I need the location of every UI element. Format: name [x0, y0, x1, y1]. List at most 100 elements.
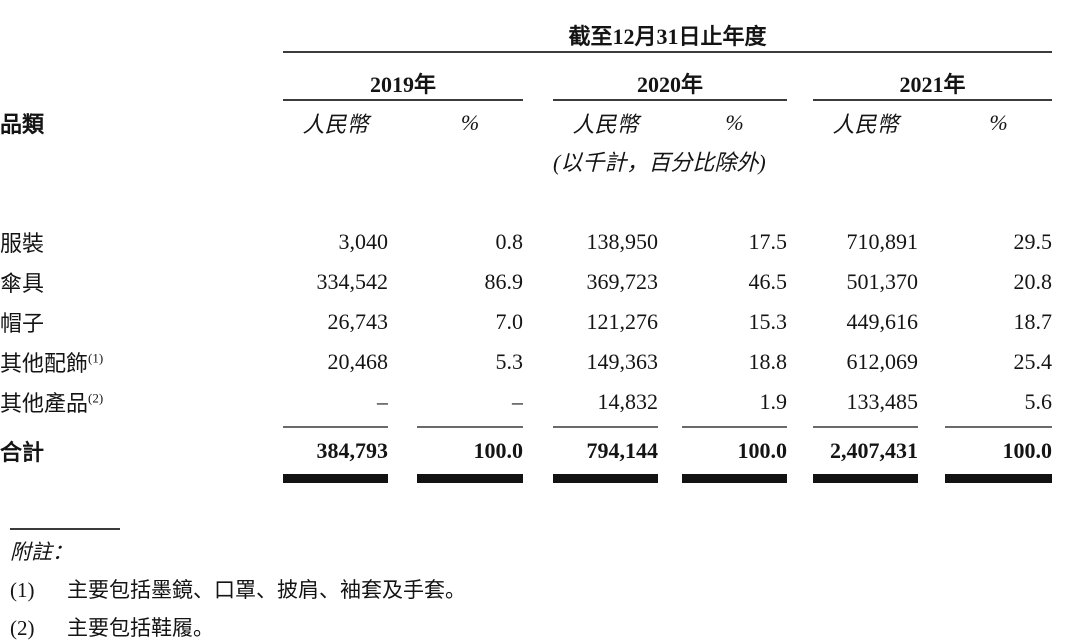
total-double-rule [945, 474, 1053, 483]
rule-cell [553, 472, 658, 490]
footnote-item: (2) 主要包括鞋履。 [10, 615, 1080, 641]
total-row-label: 合計 [0, 440, 45, 465]
gap-cell [523, 382, 553, 422]
year-header-2020: 2020年 [553, 52, 787, 101]
row-label-text: 服裝 [0, 231, 45, 256]
gap-cell [787, 422, 813, 430]
total-rmb-value-cell: 2,407,431 [830, 438, 918, 463]
table-row-other-products: 其他產品(2) – – 14,832 1.9 133,485 5.6 [0, 382, 1052, 422]
percent-column-header-2021: % [989, 110, 1008, 135]
rule-line [417, 426, 523, 428]
gap-cell [658, 302, 682, 342]
gap-cell [658, 382, 682, 422]
gap-cell [787, 262, 813, 302]
gap-cell [388, 342, 417, 382]
row-label-text: 帽子 [0, 311, 45, 336]
rmb-value-cell: 369,723 [586, 269, 659, 294]
row-label: 其他配飾(1) [0, 342, 283, 382]
unit-note-row: (以千計，百分比除外) [0, 145, 1052, 222]
rule-line [553, 426, 658, 428]
table-row-total: 合計 384,793 100.0 794,144 100.0 2,407,431… [0, 430, 1052, 472]
total-double-rule [283, 474, 388, 483]
table-row-other-accessories: 其他配飾(1) 20,468 5.3 149,363 18.8 612,069 … [0, 342, 1052, 382]
unit-note: (以千計，百分比除外) [553, 150, 766, 175]
footnotes-section: 附註： (1) 主要包括墨鏡、口罩、披肩、袖套及手套。 (2) 主要包括鞋履。 [10, 528, 1080, 641]
rule-cell [682, 422, 787, 430]
gap-cell [388, 422, 417, 430]
row-label: 其他產品(2) [0, 382, 283, 422]
row-label: 服裝 [0, 222, 283, 262]
gap-cell [918, 430, 945, 472]
gap-cell [918, 382, 945, 422]
row-label-text: 傘具 [0, 271, 45, 296]
table-row-umbrellas: 傘具 334,542 86.9 369,723 46.5 501,370 20.… [0, 262, 1052, 302]
gap-cell [0, 145, 283, 222]
total-rmb-value-cell: 384,793 [316, 438, 389, 463]
pct-value-cell: 18.8 [748, 349, 788, 374]
total-double-rule [417, 474, 523, 483]
gap-cell [0, 472, 283, 490]
gap-cell [523, 222, 553, 262]
rule-cell [283, 472, 388, 490]
gap-cell [918, 222, 945, 262]
pct-value-cell: 0.8 [495, 229, 524, 254]
gap-cell [787, 100, 813, 145]
gap-cell [0, 422, 283, 430]
gap-cell [388, 100, 417, 145]
gap-cell [283, 145, 553, 222]
gap-cell [0, 0, 283, 52]
gap-cell [658, 430, 682, 472]
pct-value-cell: 5.3 [495, 349, 524, 374]
rmb-value-cell: 14,832 [597, 389, 659, 414]
pct-value-cell: 17.5 [748, 229, 788, 254]
rmb-value-cell: 121,276 [586, 309, 659, 334]
rmb-value-cell: 133,485 [846, 389, 919, 414]
rule-cell [283, 422, 388, 430]
total-double-rule-row [0, 472, 1053, 490]
percent-column-header-2020: % [725, 110, 744, 135]
rmb-column-header-2021: 人民幣 [832, 112, 899, 137]
gap-cell [658, 100, 682, 145]
gap-cell [388, 382, 417, 422]
rule-cell [945, 422, 1053, 430]
footnote-text: 主要包括墨鏡、口罩、披肩、袖套及手套。 [67, 578, 466, 602]
rule-cell [417, 472, 523, 490]
rmb-column-header-2020: 人民幣 [572, 112, 639, 137]
column-subheader-row: 品類 人民幣 % 人民幣 % 人民幣 % [0, 100, 1052, 145]
row-label: 帽子 [0, 302, 283, 342]
rmb-value-cell: 710,891 [846, 229, 919, 254]
year-header-2021: 2021年 [813, 52, 1053, 101]
pct-value-cell: 5.6 [1024, 389, 1053, 414]
gap-cell [658, 472, 682, 490]
pct-value-cell: 15.3 [748, 309, 788, 334]
footnote-ref: (2) [88, 390, 104, 406]
gap-cell [523, 262, 553, 302]
gap-cell [658, 262, 682, 302]
gap-cell [658, 422, 682, 430]
rmb-value-cell: – [377, 389, 388, 414]
rmb-value-cell: 334,542 [316, 269, 389, 294]
gap-cell [523, 100, 553, 145]
rmb-value-cell: 449,616 [846, 309, 919, 334]
rmb-value-cell: 3,040 [338, 229, 389, 254]
gap-cell [523, 422, 553, 430]
gap-cell [918, 262, 945, 302]
rule-line [283, 426, 388, 428]
total-pct-value-cell: 100.0 [1002, 438, 1053, 463]
gap-cell [388, 302, 417, 342]
gap-cell [787, 222, 813, 262]
rmb-value-cell: 612,069 [846, 349, 919, 374]
total-double-rule [553, 474, 658, 483]
percent-column-header-2019: % [460, 110, 480, 135]
table-row-clothing: 服裝 3,040 0.8 138,950 17.5 710,891 29.5 [0, 222, 1052, 262]
year-header-2019: 2019年 [283, 52, 523, 101]
pct-value-cell: 29.5 [1013, 229, 1053, 254]
pct-value-cell: 18.7 [1013, 309, 1053, 334]
subtotal-rule-row [0, 422, 1053, 430]
rule-cell [682, 472, 787, 490]
pct-value-cell: 25.4 [1013, 349, 1053, 374]
rule-cell [813, 422, 918, 430]
rmb-value-cell: 138,950 [586, 229, 659, 254]
gap-cell [523, 52, 553, 100]
